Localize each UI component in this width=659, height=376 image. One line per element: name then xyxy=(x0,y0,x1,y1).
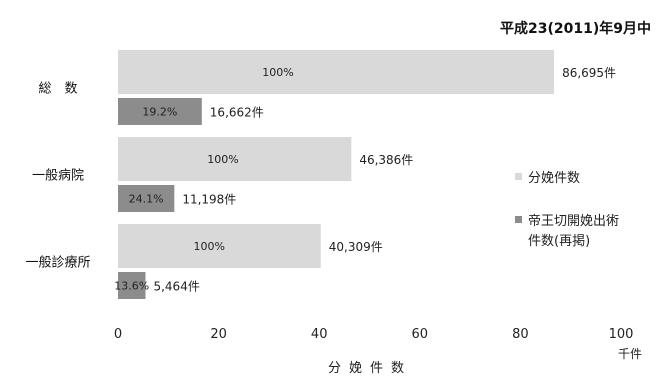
bar-cesarean xyxy=(118,185,175,212)
bar-percent-label: 24.1% xyxy=(129,193,164,206)
bar-value-label: 46,386件 xyxy=(359,153,413,167)
legend-swatch xyxy=(515,216,522,223)
bar-percent-label: 100% xyxy=(262,66,293,79)
x-tick-label: 20 xyxy=(210,327,227,342)
category-label: 一般病院 xyxy=(32,168,84,184)
bar-value-label: 11,198件 xyxy=(182,193,236,207)
legend-label: 帝王切開娩出術 xyxy=(528,213,619,229)
bar-percent-label: 100% xyxy=(207,153,238,166)
bar-percent-label: 13.6% xyxy=(114,280,149,293)
bar-cesarean xyxy=(118,272,146,299)
x-axis-unit: 千件 xyxy=(618,347,642,361)
category-label: 総 数 xyxy=(38,82,77,97)
bar-deliveries xyxy=(118,50,555,94)
bar-deliveries xyxy=(118,137,352,181)
bar-value-label: 5,464件 xyxy=(153,280,199,294)
bar-deliveries xyxy=(118,224,321,268)
x-axis: 0 20 40 60 80 100 xyxy=(114,327,634,342)
x-tick-label: 100 xyxy=(609,327,634,342)
bar-value-label: 16,662件 xyxy=(210,106,264,120)
x-tick-label: 80 xyxy=(512,327,529,342)
bar-cesarean xyxy=(118,98,202,125)
bar-percent-label: 19.2% xyxy=(142,106,177,119)
x-axis-title: 分娩件数 xyxy=(328,361,412,376)
bar-value-label: 40,309件 xyxy=(329,240,383,254)
period-label: 平成23(2011)年9月中 xyxy=(500,20,651,37)
bar-value-label: 86,695件 xyxy=(562,66,616,80)
legend-swatch xyxy=(515,173,522,180)
category-label: 一般診療所 xyxy=(25,255,90,271)
x-tick-label: 60 xyxy=(412,327,429,342)
bar-percent-label: 100% xyxy=(194,240,225,253)
legend-label: 分娩件数 xyxy=(528,171,580,186)
x-tick-label: 0 xyxy=(114,327,122,342)
x-tick-label: 40 xyxy=(311,327,328,342)
legend-label: 件数(再掲) xyxy=(528,233,590,249)
